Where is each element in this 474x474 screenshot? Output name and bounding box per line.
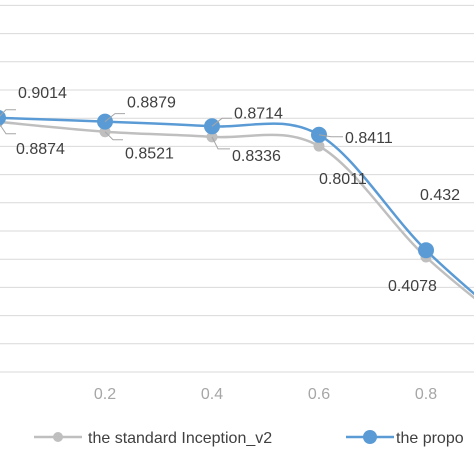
x-tick-label: 0.2 — [94, 386, 116, 403]
data-label: 0.432 — [420, 187, 460, 204]
data-label: 0.8411 — [345, 130, 393, 147]
legend-marker-proposed — [363, 430, 377, 444]
data-label: 0.4078 — [388, 278, 437, 295]
data-label: 0.8011 — [319, 171, 367, 188]
legend-label-proposed: the propo — [396, 430, 464, 447]
label-leader-line — [104, 113, 125, 122]
point-proposed — [418, 242, 434, 259]
x-tick-label: 0.6 — [308, 386, 330, 403]
series-line-standard — [0, 120, 474, 300]
x-tick-label: 0.8 — [415, 386, 437, 403]
data-label: 0.9014 — [18, 85, 67, 102]
data-label: 0.8714 — [234, 105, 283, 122]
label-leader-line — [0, 123, 16, 135]
legend-label-standard: the standard Inception_v2 — [88, 430, 272, 447]
data-label: 0.8874 — [16, 141, 65, 158]
data-label: 0.8521 — [125, 146, 174, 163]
point-standard — [313, 140, 325, 152]
legend-marker-standard — [53, 432, 63, 442]
point-proposed — [97, 113, 113, 130]
x-axis-ticks: 0.2 0.4 0.6 0.8 — [94, 386, 437, 403]
gridlines — [0, 4, 474, 373]
data-label: 0.8879 — [127, 95, 176, 112]
label-leader-line — [211, 117, 232, 127]
label-leader-line — [0, 109, 16, 117]
data-labels: 0.8874 0.8521 0.8336 0.8011 0.4078 0.9014 0.88… — [0, 85, 460, 295]
label-leader-line — [104, 131, 123, 141]
legend: the standard Inception_v2 the propo — [34, 430, 464, 447]
x-tick-label: 0.4 — [201, 386, 223, 403]
label-leader-line — [211, 136, 230, 150]
data-label: 0.8336 — [232, 148, 281, 165]
label-leader-line — [318, 134, 343, 138]
